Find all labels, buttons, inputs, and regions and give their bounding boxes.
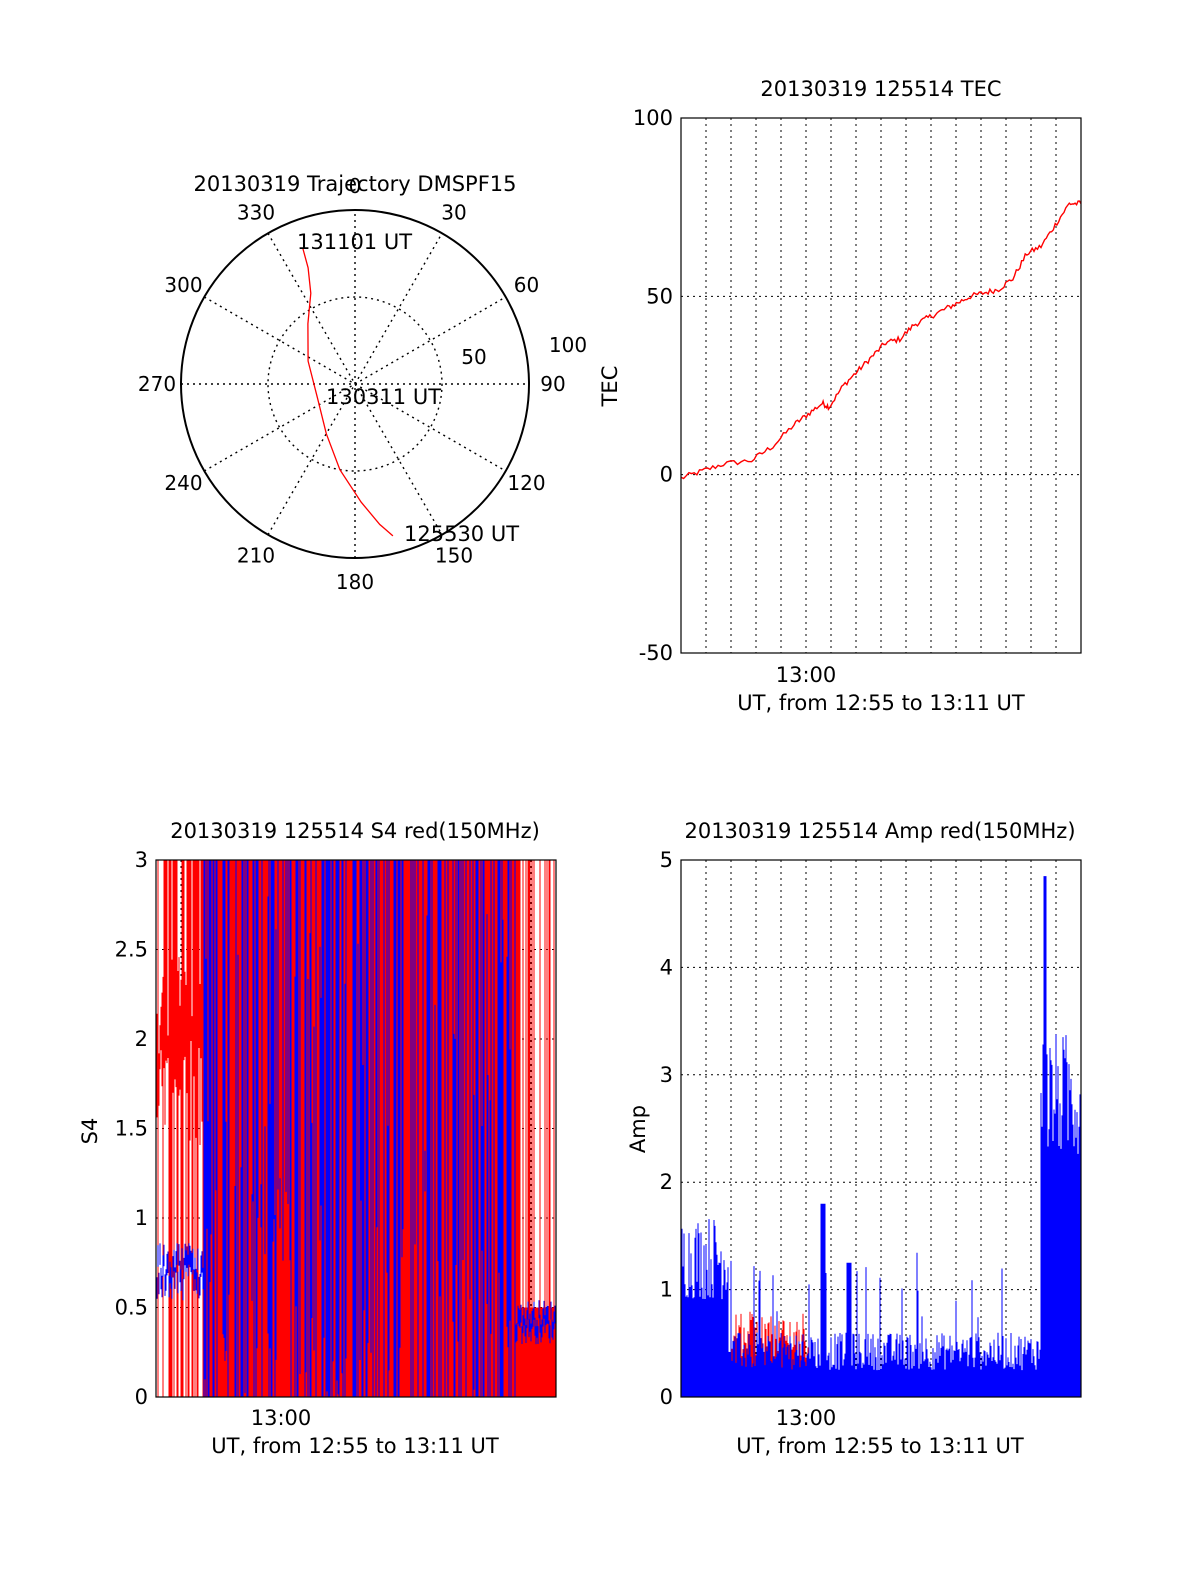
y-tick-label: 0 bbox=[660, 1385, 673, 1409]
amp-title: 20130319 125514 Amp red(150MHz) bbox=[684, 819, 1075, 843]
y-tick-label: 2.5 bbox=[115, 938, 148, 962]
y-tick-label: 2 bbox=[660, 1170, 673, 1194]
polar-azimuth-label: 180 bbox=[336, 570, 374, 594]
y-tick-label: 1 bbox=[135, 1206, 148, 1230]
polar-azimuth-label: 240 bbox=[164, 471, 202, 495]
y-tick-label: 1.5 bbox=[115, 1117, 148, 1141]
y-tick-label: -50 bbox=[639, 641, 673, 665]
polar-ring-label-100: 100 bbox=[549, 333, 587, 357]
y-tick-label: 1 bbox=[660, 1278, 673, 1302]
polar-grid bbox=[181, 210, 529, 558]
amp-xlabel: UT, from 12:55 to 13:11 UT bbox=[736, 1434, 1024, 1458]
polar-azimuth-label: 210 bbox=[237, 544, 275, 568]
trajectory-mid-label: 130311 UT bbox=[326, 385, 441, 409]
tec-x-tick-label: 13:00 bbox=[776, 663, 837, 687]
tec-series-line bbox=[680, 200, 1082, 480]
polar-title: 20130319 Trajectory DMSPF15 bbox=[193, 172, 516, 196]
y-tick-label: 3 bbox=[660, 1063, 673, 1087]
y-tick-label: 100 bbox=[633, 106, 673, 130]
trajectory-start-label: 131101 UT bbox=[297, 230, 412, 254]
polar-azimuth-label: 90 bbox=[540, 372, 565, 396]
y-tick-label: 3 bbox=[135, 848, 148, 872]
y-tick-label: 50 bbox=[646, 284, 673, 308]
amp-grid bbox=[681, 860, 1081, 1397]
y-tick-label: 4 bbox=[660, 955, 673, 979]
tec-title: 20130319 125514 TEC bbox=[760, 77, 1001, 101]
s4-x-tick-label: 13:00 bbox=[251, 1406, 312, 1430]
s4-xlabel: UT, from 12:55 to 13:11 UT bbox=[211, 1434, 499, 1458]
polar-outer-ring bbox=[180, 209, 530, 559]
polar-panel: 20130319 Trajectory DMSPF15 0 30 60 90 120 15… bbox=[138, 172, 587, 594]
polar-azimuth-label: 300 bbox=[164, 273, 202, 297]
polar-azimuth-labels: 0 30 60 90 120 150 180 210 240 270 300 330 bbox=[138, 174, 566, 594]
amp-panel: 20130319 125514 Amp red(150MHz) 5 4 3 2 1 0 A… bbox=[626, 819, 1082, 1458]
amp-y-tick-labels: 5 4 3 2 1 0 bbox=[660, 848, 673, 1409]
polar-trajectory-line bbox=[301, 247, 394, 537]
tec-xlabel: UT, from 12:55 to 13:11 UT bbox=[737, 691, 1025, 715]
s4-y-tick-labels: 3 2.5 2 1.5 1 0.5 0 bbox=[115, 848, 148, 1409]
polar-azimuth-label: 60 bbox=[514, 273, 539, 297]
tec-plot-frame bbox=[680, 117, 1082, 654]
y-tick-label: 2 bbox=[135, 1027, 148, 1051]
tec-grid bbox=[681, 118, 1081, 653]
y-tick-label: 0 bbox=[660, 463, 673, 487]
amp-plot-frame bbox=[680, 859, 1082, 1398]
y-tick-label: 0 bbox=[135, 1385, 148, 1409]
polar-ring-label-50: 50 bbox=[461, 345, 486, 369]
s4-plot-frame bbox=[155, 859, 557, 1398]
trajectory-end-label: 125530 UT bbox=[404, 522, 519, 546]
y-tick-label: 5 bbox=[660, 848, 673, 872]
s4-panel: 20130319 125514 S4 red(150MHz) 3 2.5 2 1.5 1… bbox=[78, 819, 557, 1458]
s4-ylabel: S4 bbox=[78, 1118, 102, 1145]
polar-ring-50 bbox=[267, 296, 443, 472]
y-tick-label: 0.5 bbox=[115, 1296, 148, 1320]
s4-title: 20130319 125514 S4 red(150MHz) bbox=[170, 819, 540, 843]
polar-azimuth-label: 120 bbox=[507, 471, 545, 495]
tec-ylabel: TEC bbox=[598, 366, 622, 408]
s4-blue-series bbox=[156, 860, 556, 1397]
amp-x-tick-label: 13:00 bbox=[776, 1406, 837, 1430]
polar-spoke bbox=[267, 232, 443, 536]
tec-y-tick-labels: 100 50 0 -50 bbox=[633, 106, 673, 665]
polar-azimuth-label: 330 bbox=[237, 201, 275, 225]
amp-ylabel: Amp bbox=[626, 1105, 650, 1153]
polar-azimuth-label: 30 bbox=[441, 201, 466, 225]
amp-blue-series bbox=[681, 876, 1081, 1397]
polar-azimuth-label: 150 bbox=[435, 544, 473, 568]
polar-azimuth-label: 0 bbox=[349, 174, 362, 198]
polar-azimuth-label: 270 bbox=[138, 372, 176, 396]
